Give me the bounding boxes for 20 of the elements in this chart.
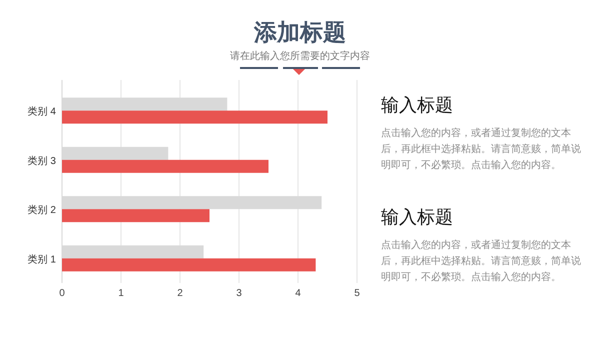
y-tick-label: 类别 1: [28, 253, 56, 266]
text: 输入标题: [381, 206, 454, 228]
text: 点击输入您的内容，或者通过复制您的文本后，再此框中选择粘贴。请言简意赅，简单说明即可，不必繁琐。点击输入您的内容。: [381, 126, 582, 173]
x-tick-label: 3: [236, 288, 242, 299]
text: 点击输入您的内容，或者通过复制您的文本后，再此框中选择粘贴。请言简意赅，简单说明即可，不必繁琐。点击输入您的内容。: [381, 238, 582, 285]
bar: [62, 209, 210, 222]
chart-subtitle: 请在此输入您所需要的文字内容: [230, 50, 370, 62]
bar: [62, 160, 268, 173]
chart-title: 添加标题: [253, 19, 346, 45]
bar: [62, 258, 316, 272]
x-tick-label: 0: [59, 288, 66, 299]
bar: [62, 110, 328, 124]
text: 输入标题: [381, 94, 454, 116]
x-tick-label: 4: [295, 288, 302, 299]
y-tick-label: 类别 3: [28, 154, 56, 167]
x-tick-label: 2: [177, 288, 184, 299]
y-tick-label: 类别 2: [28, 204, 56, 216]
x-tick-label: 1: [118, 288, 124, 299]
x-tick-label: 5: [354, 288, 360, 299]
y-tick-label: 类别 4: [28, 106, 56, 118]
